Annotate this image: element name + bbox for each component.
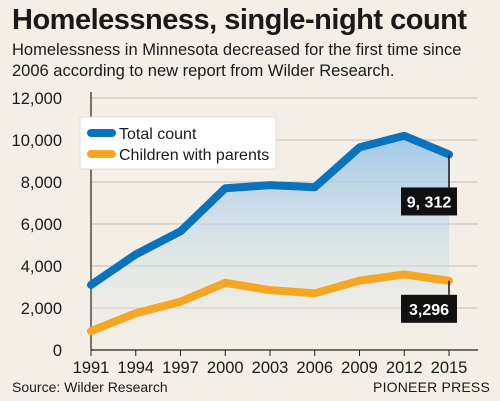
chart-title: Homelessness, single-night count	[12, 4, 467, 36]
y-tick-label: 0	[53, 342, 62, 360]
axes: 0 2,000 4,000 6,000 8,000 10,000 12,000 1991 199…	[12, 90, 478, 377]
data-point-children	[180, 301, 181, 303]
legend-label-children: Children with parents	[119, 147, 269, 164]
data-point-total	[224, 187, 226, 189]
data-point-children	[359, 280, 360, 282]
x-tick-label: 2000	[207, 359, 244, 377]
y-tick-label: 10,000	[12, 132, 62, 150]
data-point-total	[269, 184, 271, 186]
callout-label: 9, 312	[407, 194, 452, 211]
x-tick-label: 1994	[117, 359, 154, 377]
x-tick-label: 2003	[252, 359, 289, 377]
data-point-total	[180, 230, 181, 232]
x-tick-label: 2015	[431, 359, 468, 377]
publisher-credit: PIONEER PRESS	[373, 379, 490, 395]
callout-label: 3,296	[409, 302, 449, 319]
x-tick-label: 1991	[73, 359, 110, 377]
x-tick-label: 2009	[341, 359, 378, 377]
y-tick-label: 8,000	[21, 174, 62, 192]
x-tick-label: 2006	[296, 359, 333, 377]
data-point-total	[90, 284, 92, 286]
y-tick-label: 6,000	[21, 216, 62, 234]
y-tick-label: 4,000	[21, 258, 62, 276]
data-point-total	[359, 146, 360, 148]
source-note: Source: Wilder Research	[12, 379, 168, 395]
data-point-children	[135, 312, 137, 314]
data-point-children	[224, 282, 226, 284]
legend: Total count Children with parents	[79, 116, 277, 170]
chart-subtitle: Homelessness in Minnesota decreased for …	[12, 41, 462, 80]
data-point-children	[90, 330, 92, 332]
area-fill	[91, 135, 449, 350]
x-tick-label: 2012	[386, 359, 423, 377]
data-point-total	[403, 135, 405, 137]
total-area-fill	[91, 135, 449, 350]
x-tick-label: 1997	[162, 359, 199, 377]
data-point-total	[314, 186, 316, 188]
y-tick-label: 12,000	[12, 90, 62, 108]
series-lines	[87, 131, 453, 336]
data-point-children	[269, 289, 271, 291]
data-point-children	[403, 273, 405, 275]
legend-box	[79, 116, 277, 170]
data-point-children	[314, 292, 316, 294]
callouts: 9, 312 3,296	[401, 154, 457, 323]
callout-box	[401, 294, 457, 323]
legend-label-total: Total count	[119, 126, 197, 143]
data-point-total	[135, 253, 137, 255]
callout-box	[401, 187, 457, 216]
y-tick-label: 2,000	[21, 300, 62, 318]
